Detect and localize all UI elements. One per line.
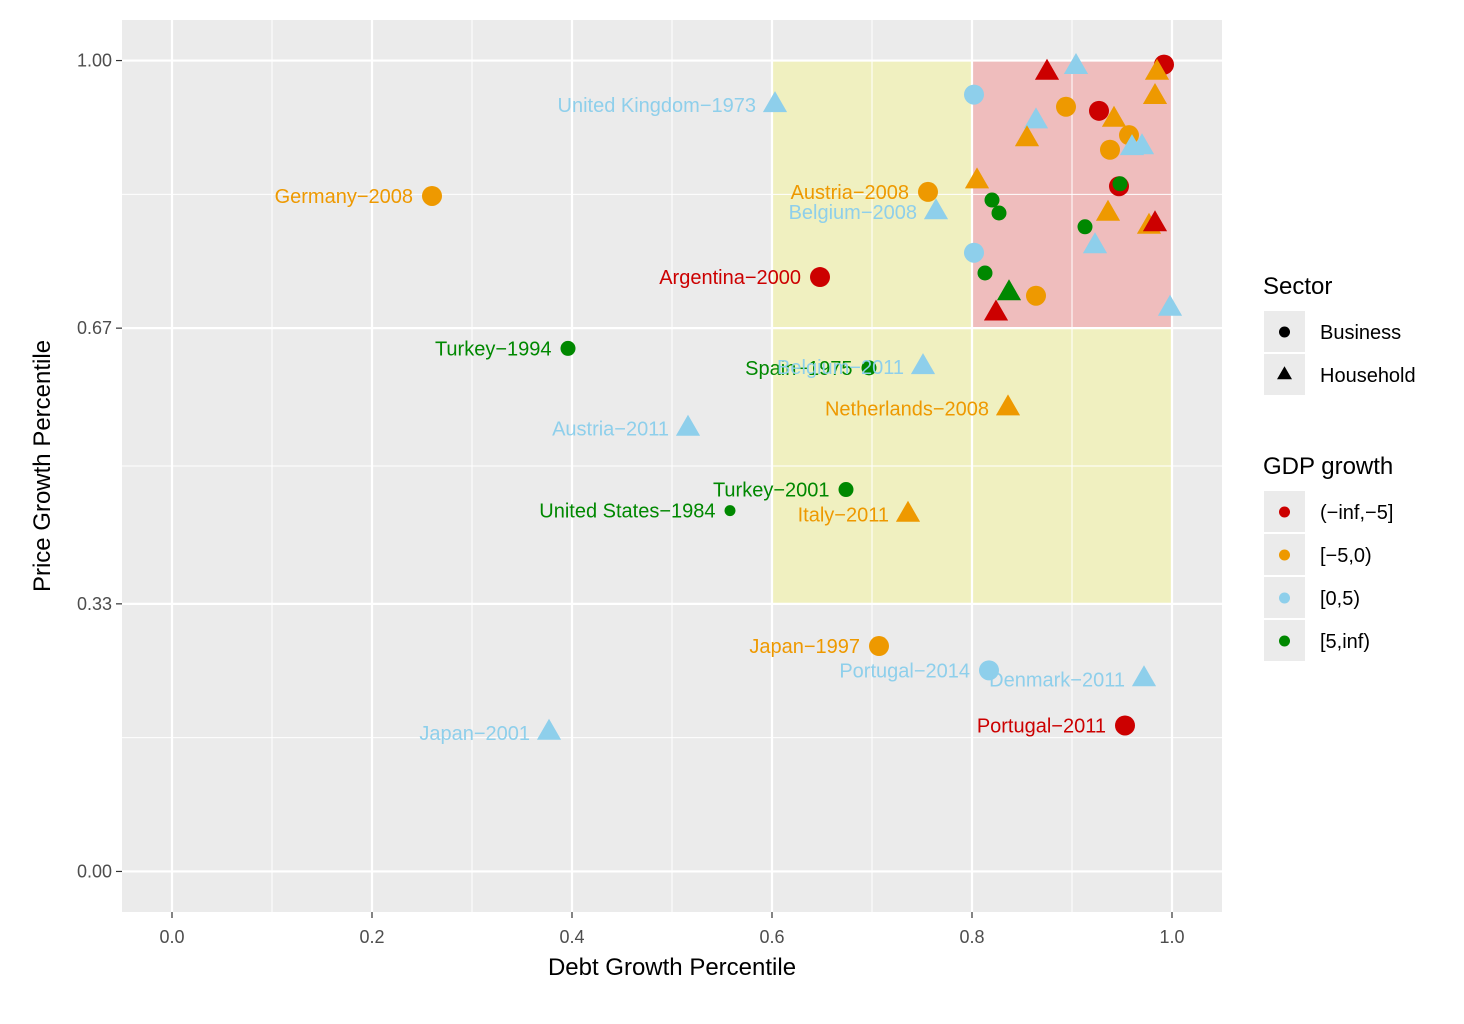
x-tick-label: 0.2 (359, 927, 384, 947)
legend-sector-title: Sector (1263, 273, 1332, 300)
data-points: Germany−2008 United Kingdom−1973 Austria−2… (275, 53, 1183, 745)
point-triangle (1023, 107, 1049, 129)
point-triangle (1131, 665, 1157, 687)
y-tick-label: 0.33 (77, 594, 112, 614)
x-tick-label: 0.0 (159, 927, 184, 947)
point-label: Spain−1975 (745, 358, 852, 380)
point-label: Austria−2008 (791, 182, 909, 204)
legend-label: [0,5) (1320, 588, 1360, 610)
point-label: United States−1984 (539, 501, 715, 523)
legend-label: [−5,0) (1320, 545, 1372, 567)
point-circle (977, 265, 993, 281)
point-circle (1089, 100, 1109, 121)
point-triangle (1014, 125, 1040, 147)
point-label: Japan−1997 (749, 636, 860, 658)
point-circle (560, 340, 576, 356)
legend-triangle-icon (1277, 366, 1292, 380)
point-circle (1112, 176, 1128, 192)
point-circle (1115, 715, 1135, 736)
y-tick-label: 0.00 (77, 861, 112, 881)
point-circle (422, 185, 442, 206)
point-circle (1100, 139, 1120, 160)
point-triangle (1034, 58, 1060, 80)
legend-gdp-title: GDP growth (1263, 453, 1393, 480)
y-tick-label: 1.00 (77, 51, 112, 71)
legend-label: Household (1320, 365, 1416, 387)
y-axis-ticks: 0.00 0.33 0.67 1.00 (77, 51, 122, 881)
legend-color-swatch (1279, 592, 1290, 604)
point-label: United Kingdom−1973 (558, 95, 756, 117)
y-tick-label: 0.67 (77, 318, 112, 338)
point-triangle (1157, 294, 1183, 316)
legend-label: [5,inf) (1320, 631, 1370, 653)
point-triangle (1129, 133, 1155, 155)
point-triangle (923, 198, 949, 220)
point-circle (991, 205, 1007, 221)
point-triangle (995, 394, 1021, 416)
x-tick-label: 1.0 (1159, 927, 1184, 947)
x-tick-label: 0.4 (559, 927, 584, 947)
point-label: Belgium−2008 (789, 202, 917, 224)
legend-color-swatch (1279, 549, 1290, 561)
point-circle (964, 242, 984, 263)
legend-color-swatch (1279, 635, 1290, 647)
point-circle (918, 181, 938, 202)
y-axis-title: Price Growth Percentile (29, 340, 56, 592)
point-label: Germany−2008 (275, 186, 413, 208)
point-triangle (1142, 83, 1168, 104)
x-axis-title: Debt Growth Percentile (548, 954, 796, 981)
point-circle (964, 84, 984, 105)
point-triangle (910, 353, 936, 375)
point-circle (861, 360, 877, 376)
point-label: Turkey−1994 (435, 338, 552, 360)
point-triangle (1142, 210, 1168, 232)
point-label: Belgium−2011 (777, 357, 904, 379)
point-triangle (536, 718, 562, 740)
legend-label: (−inf,−5] (1320, 502, 1393, 524)
point-label: Japan−2001 (419, 723, 530, 745)
x-axis-ticks: 0.0 0.2 0.4 0.6 0.8 1.0 (159, 912, 1185, 947)
point-circle (979, 660, 999, 681)
point-triangle (675, 414, 701, 436)
point-circle (869, 636, 889, 657)
point-label: Argentina−2000 (659, 267, 801, 289)
point-circle (724, 505, 736, 517)
point-circle (1077, 219, 1093, 235)
point-triangle (1144, 58, 1170, 80)
point-circle (984, 192, 1000, 208)
point-circle (810, 267, 830, 288)
point-label: Denmark−2011 (989, 669, 1125, 691)
point-triangle (996, 279, 1022, 301)
point-label: Austria−2011 (552, 419, 669, 441)
grid-lines (122, 20, 1222, 912)
x-tick-label: 0.8 (959, 927, 984, 947)
point-label: Italy−2011 (798, 505, 889, 527)
point-triangle (1082, 232, 1108, 254)
legend-circle-icon (1279, 326, 1290, 338)
legend-label: Business (1320, 322, 1401, 344)
point-label: Turkey−2001 (713, 480, 830, 502)
point-triangle (1095, 199, 1121, 221)
point-triangle (983, 299, 1009, 321)
point-triangle (964, 167, 990, 189)
point-triangle (762, 91, 788, 113)
point-triangle (1063, 53, 1089, 74)
point-triangle (895, 500, 921, 522)
point-label: Portugal−2011 (977, 715, 1106, 737)
point-circle (1026, 285, 1046, 306)
point-circle (1056, 96, 1076, 117)
x-tick-label: 0.6 (759, 927, 784, 947)
legend-color-swatch (1279, 506, 1290, 518)
legend: Sector Business Household GDP growth (−in… (1263, 273, 1416, 661)
point-label: Portugal−2014 (839, 660, 970, 682)
point-label: Netherlands−2008 (825, 398, 989, 420)
point-circle (838, 482, 854, 498)
point-triangle (1101, 105, 1127, 127)
